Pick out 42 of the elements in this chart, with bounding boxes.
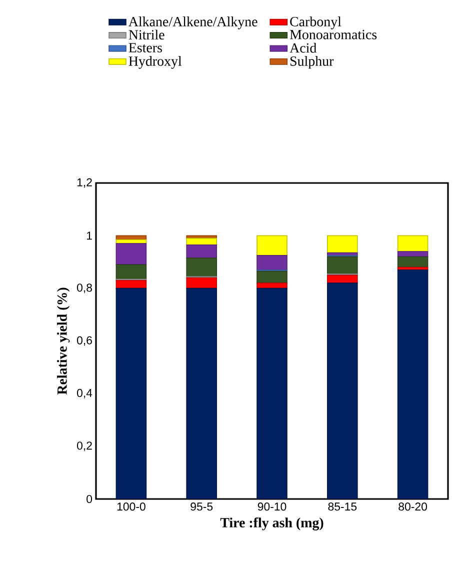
x-tick-label: 80-20 bbox=[398, 502, 427, 511]
legend-label: Monoaromatics bbox=[290, 30, 377, 40]
legend-label: Esters bbox=[128, 43, 162, 52]
y-axis-title: Relative yield (%) bbox=[57, 288, 70, 395]
y-tick-label: 1 bbox=[86, 232, 92, 240]
x-tick-label: 85-15 bbox=[328, 502, 357, 511]
bar bbox=[186, 277, 217, 289]
y-tick-label: 0,8 bbox=[77, 284, 92, 294]
bar bbox=[256, 255, 288, 270]
y-tick-label: 0,6 bbox=[77, 336, 92, 346]
x-axis-title: Tire :fly ash (mg) bbox=[220, 517, 324, 530]
x-tick-label: 90-10 bbox=[258, 502, 286, 511]
bar bbox=[327, 235, 358, 254]
bar bbox=[397, 256, 428, 268]
y-tick-label: 0 bbox=[86, 494, 92, 504]
legend-label: Acid bbox=[290, 42, 316, 53]
x-tick-label: 95-5 bbox=[190, 502, 213, 511]
y-tick-label: 0,2 bbox=[77, 442, 92, 452]
bar bbox=[116, 264, 147, 280]
legend-label: Sulphur bbox=[290, 56, 334, 69]
bar bbox=[116, 288, 147, 499]
legend-label: Nitrile bbox=[128, 30, 164, 40]
legend-label: Carbonyl bbox=[290, 16, 342, 30]
bar bbox=[186, 258, 217, 277]
y-tick-label: 1,2 bbox=[77, 178, 92, 188]
bar bbox=[256, 282, 288, 289]
bar bbox=[116, 243, 147, 266]
bar bbox=[256, 235, 288, 256]
bar bbox=[186, 244, 217, 258]
bar bbox=[397, 251, 428, 258]
bar bbox=[397, 235, 428, 252]
bar bbox=[256, 270, 288, 284]
bar bbox=[116, 280, 147, 289]
x-tick-label: 100-0 bbox=[117, 502, 146, 511]
legend-label: Hydroxyl bbox=[128, 56, 182, 69]
bar bbox=[256, 288, 288, 499]
y-tick-label: 0,4 bbox=[77, 388, 92, 398]
bar bbox=[397, 270, 428, 499]
bar bbox=[327, 282, 358, 499]
bar bbox=[186, 288, 217, 499]
legend-label: Alkane/Alkene/Alkyne bbox=[128, 16, 258, 30]
bar bbox=[327, 256, 358, 274]
